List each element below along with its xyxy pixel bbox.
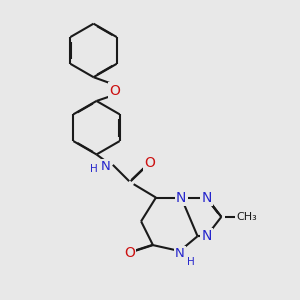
Text: H: H [187,257,195,267]
Text: CH₃: CH₃ [236,212,257,222]
Text: O: O [145,156,155,170]
Text: N: N [176,190,186,205]
Text: O: O [109,84,120,98]
Text: N: N [201,229,212,243]
Text: N: N [175,247,184,260]
Text: N: N [201,190,212,205]
Text: O: O [124,245,135,260]
Text: N: N [100,160,110,173]
Text: H: H [90,164,98,174]
